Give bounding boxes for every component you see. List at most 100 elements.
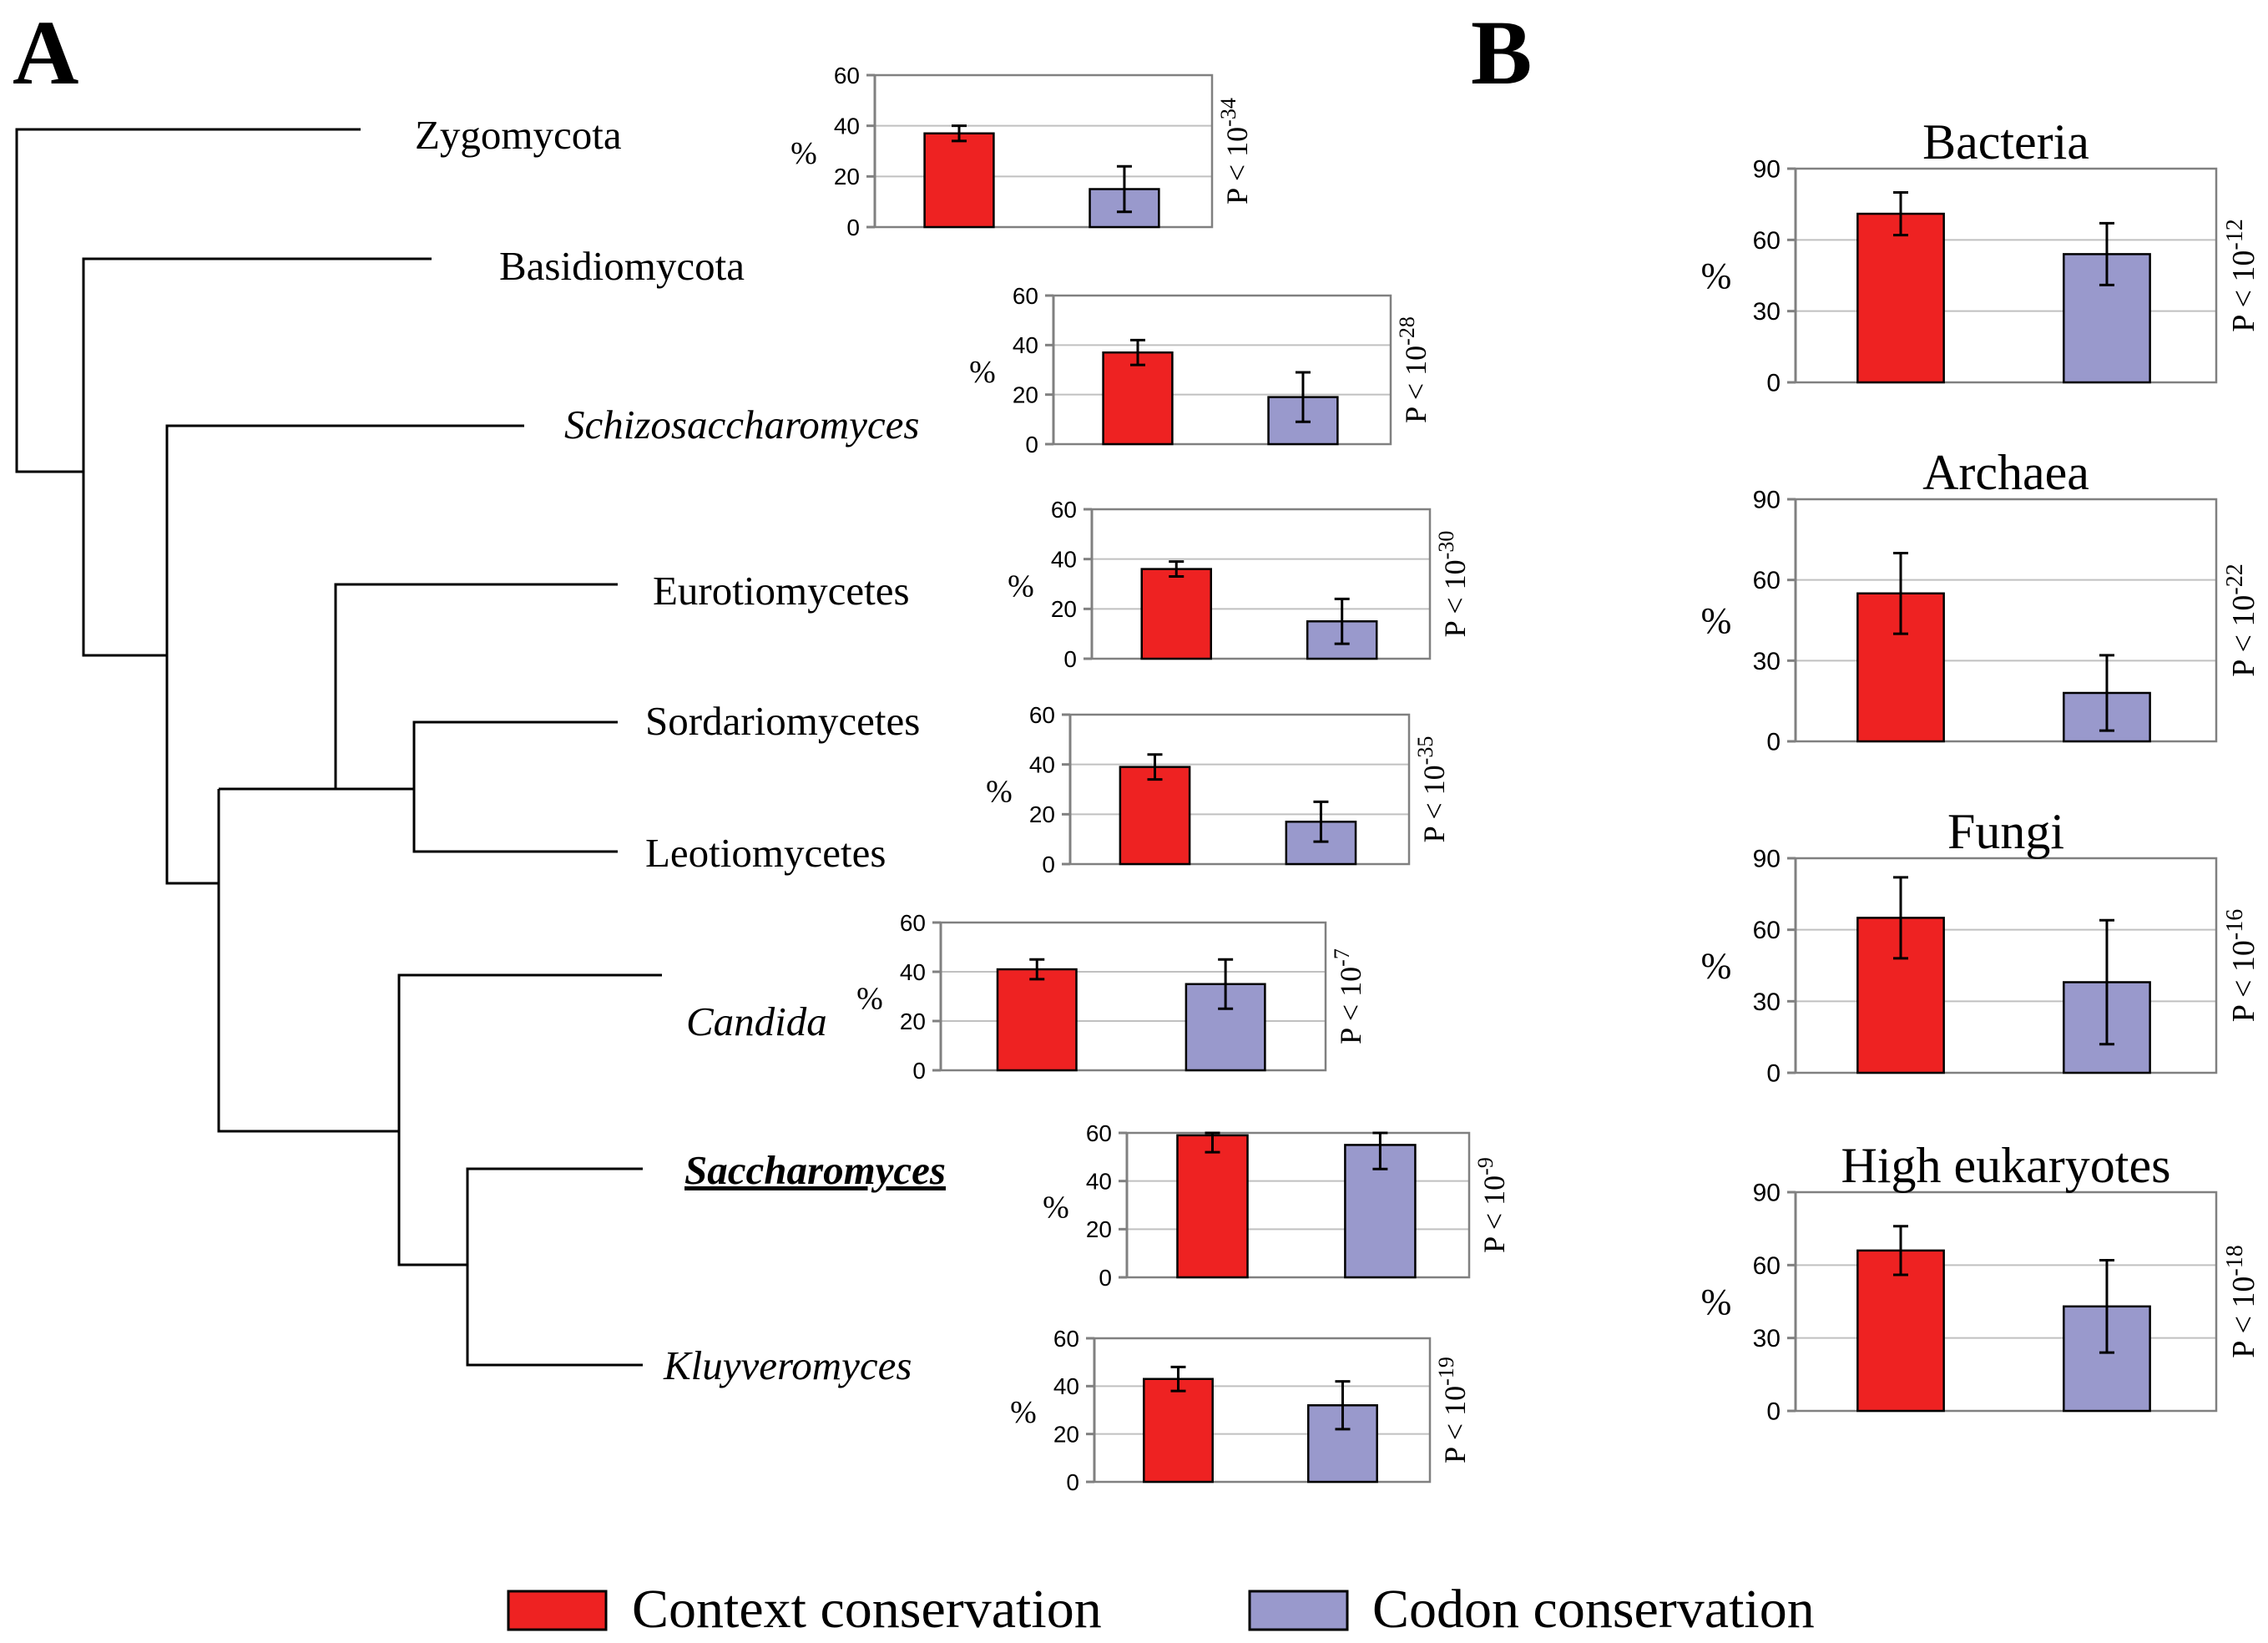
taxon-label: Basidiomycota (499, 243, 745, 289)
p-value-exponent: -7 (1330, 948, 1354, 967)
tree-branch (412, 720, 618, 853)
bar-context (923, 132, 995, 229)
p-value-text: P < 10 (1477, 1175, 1511, 1253)
legend-label-codon: Codon conservation (1372, 1579, 1815, 1640)
y-tick-label: 90 (1753, 156, 1781, 184)
tree-branch (217, 789, 399, 1133)
bar-chart: 0 30 60 90% P < 10-18 High eukaryotes (1701, 1138, 2261, 1426)
bar-chart: 0 20 40 60% P < 10-19 (1010, 1326, 1472, 1495)
p-value-exponent: -18 (2222, 1245, 2248, 1276)
bar-chart: 0 20 40 60% P < 10-34 (791, 63, 1254, 240)
bar-context (1856, 212, 1945, 384)
bar-chart: 0 30 60 90% P < 10-22 Archaea (1701, 445, 2261, 756)
chart-title: Bacteria (1922, 114, 2089, 169)
y-tick-label: 90 (1753, 846, 1781, 873)
y-tick-label: 20 (1013, 382, 1038, 407)
taxon-labels: Zygomycota Basidiomycota Schizosaccharom… (415, 112, 946, 1388)
y-tick-label: 20 (900, 1009, 926, 1034)
y-tick-label: 20 (1051, 596, 1077, 622)
p-value-text: P < 10 (1399, 346, 1432, 423)
p-value-text: P < 10 (2226, 1276, 2261, 1358)
bar-chart: 0 20 40 60% P < 10-30 (1008, 497, 1472, 672)
tree-branch (82, 257, 432, 657)
y-tick-label: 40 (1029, 751, 1055, 777)
p-value-exponent: -28 (1395, 316, 1419, 346)
y-tick-label: 20 (834, 164, 860, 190)
p-value-exponent: -9 (1473, 1157, 1498, 1175)
y-tick-label: 0 (1025, 432, 1038, 458)
y-tick-label: 60 (1753, 567, 1781, 594)
chart-title: Fungi (1947, 804, 2064, 859)
y-tick-label: 40 (1013, 332, 1038, 358)
p-value-exponent: -16 (2222, 909, 2248, 940)
y-axis-label: % (986, 775, 1013, 810)
y-axis-label: % (1010, 1395, 1037, 1430)
y-axis-label: % (791, 136, 817, 171)
p-value-text: P < 10 (2226, 250, 2261, 332)
y-tick-label: 30 (1753, 1325, 1781, 1352)
p-value-exponent: -22 (2222, 564, 2248, 594)
bar-chart: 0 20 40 60% P < 10-35 (986, 702, 1451, 877)
bar-chart: 0 20 40 60% P < 10-7 (856, 910, 1367, 1084)
y-axis-label: % (1701, 946, 1732, 987)
p-value-text: P < 10 (1417, 765, 1451, 842)
taxon-label: Zygomycota (415, 112, 622, 158)
y-tick-label: 30 (1753, 988, 1781, 1016)
y-tick-label: 40 (900, 959, 926, 985)
y-tick-label: 30 (1753, 648, 1781, 675)
p-value-text: P < 10 (1334, 967, 1367, 1044)
bar-context (1856, 917, 1945, 1074)
bar-chart: 0 30 60 90% P < 10-12 Bacteria (1701, 114, 2261, 397)
y-tick-label: 90 (1753, 1180, 1781, 1207)
taxon-label: Saccharomyces (684, 1147, 946, 1193)
p-value-exponent: -30 (1434, 531, 1458, 560)
y-tick-label: 0 (846, 215, 860, 240)
p-value-label: P < 10-16 (2222, 909, 2261, 1022)
bar-context (1102, 351, 1174, 446)
p-value-exponent: -19 (1434, 1357, 1458, 1386)
p-value-text: P < 10 (2226, 940, 2261, 1022)
p-value-label: P < 10-30 (1434, 531, 1472, 638)
p-value-label: P < 10-19 (1434, 1357, 1472, 1464)
bar-context (996, 968, 1078, 1072)
p-value-label: P < 10-12 (2222, 219, 2261, 331)
legend: Context conservation Codon conservation (507, 1579, 1815, 1640)
bar-context (1176, 1134, 1249, 1279)
p-value-label: P < 10-34 (1216, 98, 1254, 205)
phylogenetic-tree (15, 128, 662, 1367)
taxon-label: Kluyveromyces (663, 1342, 912, 1388)
y-axis-label: % (856, 982, 883, 1017)
p-value-exponent: -34 (1216, 98, 1240, 127)
bar-context (1140, 568, 1213, 660)
y-tick-label: 60 (1086, 1120, 1112, 1146)
p-value-exponent: -35 (1413, 736, 1437, 766)
y-tick-label: 60 (900, 910, 926, 936)
p-value-label: P < 10-28 (1395, 316, 1432, 423)
y-tick-label: 60 (1029, 702, 1055, 728)
y-tick-label: 60 (1053, 1326, 1079, 1352)
y-tick-label: 20 (1053, 1421, 1079, 1447)
y-axis-label: % (969, 355, 996, 390)
y-axis-label: % (1701, 600, 1732, 641)
taxon-label: Sordariomycetes (645, 698, 920, 744)
p-value-text: P < 10 (2226, 595, 2261, 677)
y-tick-label: 0 (1099, 1265, 1112, 1291)
y-tick-label: 60 (1753, 1252, 1781, 1280)
bar-context (1119, 766, 1191, 866)
tree-branch (219, 583, 618, 791)
bar-context (1856, 1249, 1945, 1413)
p-value-text: P < 10 (1220, 127, 1254, 205)
taxon-label: Leotiomycetes (645, 830, 886, 876)
y-tick-label: 0 (1063, 646, 1077, 672)
y-tick-label: 0 (1766, 729, 1781, 756)
y-tick-label: 0 (1766, 1060, 1781, 1088)
p-value-exponent: -12 (2222, 219, 2248, 250)
y-tick-label: 20 (1086, 1216, 1112, 1242)
panel-label-b: B (1471, 2, 1532, 104)
tree-branch (397, 973, 662, 1266)
y-tick-label: 40 (1086, 1168, 1112, 1194)
bar-context (1143, 1378, 1214, 1484)
p-value-label: P < 10-9 (1473, 1157, 1511, 1253)
bar-chart: 0 20 40 60% P < 10-9 (1043, 1120, 1511, 1291)
